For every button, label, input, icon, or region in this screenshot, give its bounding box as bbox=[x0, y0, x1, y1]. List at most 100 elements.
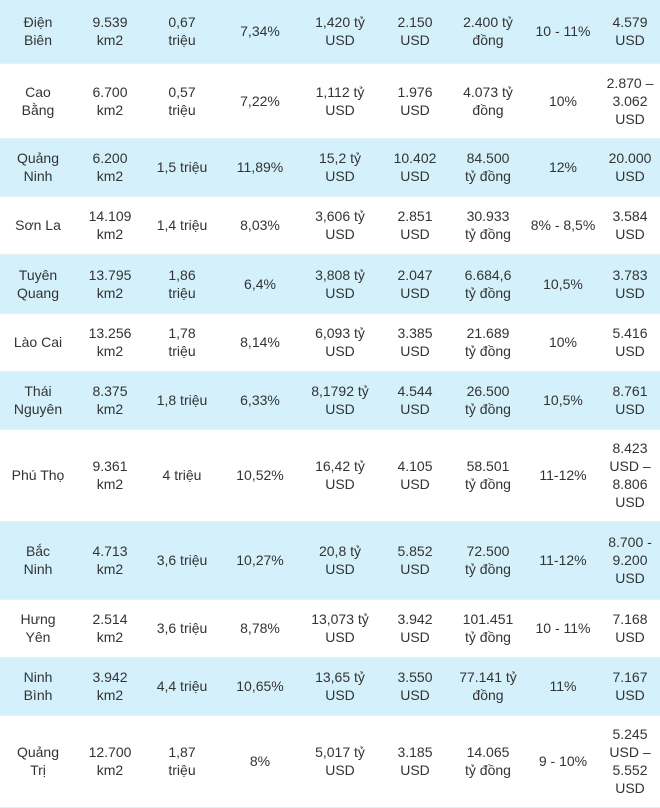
cell-area: 9.539 km2 bbox=[76, 0, 144, 64]
cell-grdp: 16,42 tỷ USD bbox=[300, 429, 380, 522]
cell-target-growth: 12% bbox=[526, 138, 600, 197]
cell-area: 9.361 km2 bbox=[76, 429, 144, 522]
cell-target-per-capita: 20.000 USD bbox=[600, 138, 660, 197]
table-row: Quảng Trị 12.700 km2 1,87 triệu 8% 5,017… bbox=[0, 715, 660, 808]
cell-revenue: 14.065 tỷ đồng bbox=[450, 715, 526, 808]
cell-growth: 7,34% bbox=[220, 0, 300, 64]
cell-target-per-capita: 5.416 USD bbox=[600, 313, 660, 372]
cell-target-per-capita: 3.584 USD bbox=[600, 196, 660, 255]
cell-area: 6.200 km2 bbox=[76, 138, 144, 197]
cell-area: 3.942 km2 bbox=[76, 657, 144, 716]
cell-target-per-capita: 8.423 USD – 8.806 USD bbox=[600, 429, 660, 522]
cell-population: 1,86 triệu bbox=[144, 254, 220, 314]
cell-province: Thái Nguyên bbox=[0, 371, 76, 430]
cell-target-growth: 9 - 10% bbox=[526, 715, 600, 808]
table-row: Ninh Bình 3.942 km2 4,4 triệu 10,65% 13,… bbox=[0, 657, 660, 716]
cell-growth: 10,52% bbox=[220, 429, 300, 522]
cell-revenue: 30.933 tỷ đồng bbox=[450, 196, 526, 255]
cell-revenue: 6.684,6 tỷ đồng bbox=[450, 254, 526, 314]
cell-population: 4,4 triệu bbox=[144, 657, 220, 716]
table-row: Phú Thọ 9.361 km2 4 triệu 10,52% 16,42 t… bbox=[0, 429, 660, 522]
cell-area: 4.713 km2 bbox=[76, 521, 144, 600]
cell-target-growth: 11% bbox=[526, 657, 600, 716]
cell-growth: 7,22% bbox=[220, 63, 300, 139]
cell-grdp: 6,093 tỷ USD bbox=[300, 313, 380, 372]
cell-population: 4 triệu bbox=[144, 429, 220, 522]
cell-area: 6.700 km2 bbox=[76, 63, 144, 139]
cell-target-growth: 10,5% bbox=[526, 254, 600, 314]
cell-per-capita: 3.942 USD bbox=[380, 599, 450, 658]
cell-area: 13.795 km2 bbox=[76, 254, 144, 314]
cell-per-capita: 2.851 USD bbox=[380, 196, 450, 255]
cell-growth: 6,4% bbox=[220, 254, 300, 314]
cell-growth: 10,27% bbox=[220, 521, 300, 600]
cell-per-capita: 3.550 USD bbox=[380, 657, 450, 716]
cell-growth: 8% bbox=[220, 715, 300, 808]
table-row: Bắc Ninh 4.713 km2 3,6 triệu 10,27% 20,8… bbox=[0, 521, 660, 600]
cell-province: Bắc Ninh bbox=[0, 521, 76, 600]
cell-grdp: 13,073 tỷ USD bbox=[300, 599, 380, 658]
cell-grdp: 1,420 tỷ USD bbox=[300, 0, 380, 64]
cell-population: 1,5 triệu bbox=[144, 138, 220, 197]
cell-target-growth: 11-12% bbox=[526, 429, 600, 522]
cell-grdp: 1,112 tỷ USD bbox=[300, 63, 380, 139]
table-row: Quảng Ninh 6.200 km2 1,5 triệu 11,89% 15… bbox=[0, 138, 660, 197]
cell-target-growth: 10% bbox=[526, 313, 600, 372]
cell-population: 1,78 triệu bbox=[144, 313, 220, 372]
cell-target-per-capita: 4.579 USD bbox=[600, 0, 660, 64]
cell-revenue: 77.141 tỷ đồng bbox=[450, 657, 526, 716]
cell-province: Điện Biên bbox=[0, 0, 76, 64]
cell-target-per-capita: 8.700 - 9.200 USD bbox=[600, 521, 660, 600]
cell-target-growth: 8% - 8,5% bbox=[526, 196, 600, 255]
cell-target-growth: 10% bbox=[526, 63, 600, 139]
cell-grdp: 5,017 tỷ USD bbox=[300, 715, 380, 808]
cell-population: 0,57 triệu bbox=[144, 63, 220, 139]
cell-target-per-capita: 2.870 – 3.062 USD bbox=[600, 63, 660, 139]
cell-population: 1,4 triệu bbox=[144, 196, 220, 255]
cell-population: 1,87 triệu bbox=[144, 715, 220, 808]
cell-revenue: 21.689 tỷ đồng bbox=[450, 313, 526, 372]
table-row: Sơn La 14.109 km2 1,4 triệu 8,03% 3,606 … bbox=[0, 196, 660, 255]
cell-province: Quảng Ninh bbox=[0, 138, 76, 197]
cell-area: 12.700 km2 bbox=[76, 715, 144, 808]
cell-grdp: 20,8 tỷ USD bbox=[300, 521, 380, 600]
cell-target-per-capita: 7.167 USD bbox=[600, 657, 660, 716]
cell-province: Lào Cai bbox=[0, 313, 76, 372]
cell-revenue: 26.500 tỷ đồng bbox=[450, 371, 526, 430]
cell-province: Quảng Trị bbox=[0, 715, 76, 808]
cell-per-capita: 1.976 USD bbox=[380, 63, 450, 139]
cell-target-growth: 11-12% bbox=[526, 521, 600, 600]
cell-area: 14.109 km2 bbox=[76, 196, 144, 255]
cell-growth: 8,14% bbox=[220, 313, 300, 372]
cell-per-capita: 5.852 USD bbox=[380, 521, 450, 600]
cell-per-capita: 3.385 USD bbox=[380, 313, 450, 372]
cell-area: 8.375 km2 bbox=[76, 371, 144, 430]
cell-province: Cao Bằng bbox=[0, 63, 76, 139]
cell-per-capita: 2.150 USD bbox=[380, 0, 450, 64]
cell-per-capita: 3.185 USD bbox=[380, 715, 450, 808]
cell-target-per-capita: 7.168 USD bbox=[600, 599, 660, 658]
cell-target-growth: 10 - 11% bbox=[526, 599, 600, 658]
cell-per-capita: 4.544 USD bbox=[380, 371, 450, 430]
cell-revenue: 4.073 tỷ đồng bbox=[450, 63, 526, 139]
cell-population: 1,8 triệu bbox=[144, 371, 220, 430]
cell-target-per-capita: 8.761 USD bbox=[600, 371, 660, 430]
cell-revenue: 101.451 tỷ đồng bbox=[450, 599, 526, 658]
cell-population: 3,6 triệu bbox=[144, 599, 220, 658]
cell-province: Hưng Yên bbox=[0, 599, 76, 658]
cell-target-growth: 10,5% bbox=[526, 371, 600, 430]
cell-growth: 8,03% bbox=[220, 196, 300, 255]
table-row: Tuyên Quang 13.795 km2 1,86 triệu 6,4% 3… bbox=[0, 254, 660, 314]
cell-grdp: 13,65 tỷ USD bbox=[300, 657, 380, 716]
cell-per-capita: 4.105 USD bbox=[380, 429, 450, 522]
cell-province: Phú Thọ bbox=[0, 429, 76, 522]
cell-grdp: 15,2 tỷ USD bbox=[300, 138, 380, 197]
cell-growth: 6,33% bbox=[220, 371, 300, 430]
cell-area: 2.514 km2 bbox=[76, 599, 144, 658]
cell-per-capita: 2.047 USD bbox=[380, 254, 450, 314]
cell-growth: 8,78% bbox=[220, 599, 300, 658]
cell-province: Ninh Bình bbox=[0, 657, 76, 716]
cell-revenue: 2.400 tỷ đồng bbox=[450, 0, 526, 64]
cell-grdp: 3,808 tỷ USD bbox=[300, 254, 380, 314]
